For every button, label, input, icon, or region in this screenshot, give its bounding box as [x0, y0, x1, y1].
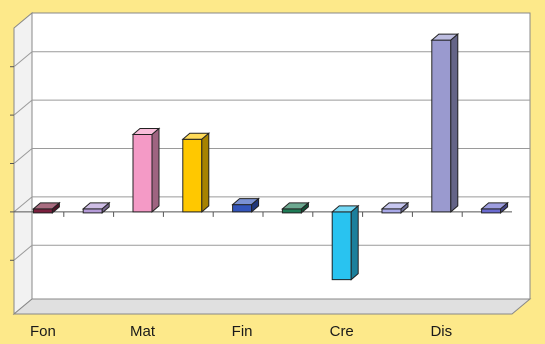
bar-side [251, 197, 260, 213]
bar-front [331, 211, 352, 281]
gridline-side [13, 148, 33, 164]
bars [32, 33, 509, 281]
x-tick-label: Dis [430, 323, 452, 340]
bar-side [201, 132, 210, 213]
bar-front [182, 138, 203, 213]
bar-side [500, 201, 509, 214]
bar-front [32, 208, 53, 214]
bar-side [151, 127, 160, 213]
bar-side [101, 201, 110, 214]
bar-front [431, 39, 452, 213]
gridline-side [13, 51, 33, 68]
bar-front [132, 133, 153, 213]
bar-front [82, 208, 103, 214]
bar-8 [380, 201, 410, 214]
bar-front [481, 208, 502, 214]
floor [12, 298, 532, 315]
bar-front [232, 204, 253, 213]
side-wall [13, 11, 33, 316]
bar-side [51, 201, 60, 214]
bar-front [381, 208, 402, 214]
back-wall-border [31, 12, 531, 300]
x-tick-label: Mat [130, 323, 156, 340]
bar-3 [131, 127, 161, 213]
bar-5 [231, 197, 260, 213]
x-tick-label: Fin [232, 323, 253, 340]
bar-side [400, 201, 409, 214]
x-axis-labels: Fon Mat Fin Cre Dis [30, 323, 452, 340]
gridline-side [13, 196, 33, 213]
bar-10 [480, 201, 509, 214]
gridline-side [13, 99, 33, 116]
bar-2 [81, 201, 111, 214]
gridline-side [13, 244, 33, 261]
x-tick-label: Fon [30, 323, 56, 340]
bar-9 [430, 33, 460, 213]
x-tick-label: Cre [330, 323, 354, 340]
bar-side [450, 33, 459, 213]
bar-4 [181, 132, 211, 213]
bar-1 [32, 201, 61, 214]
bar-7 [330, 204, 360, 281]
bar-front [281, 208, 302, 214]
bar-side [300, 201, 309, 214]
bar-6 [281, 201, 310, 214]
bar-side [350, 204, 359, 281]
